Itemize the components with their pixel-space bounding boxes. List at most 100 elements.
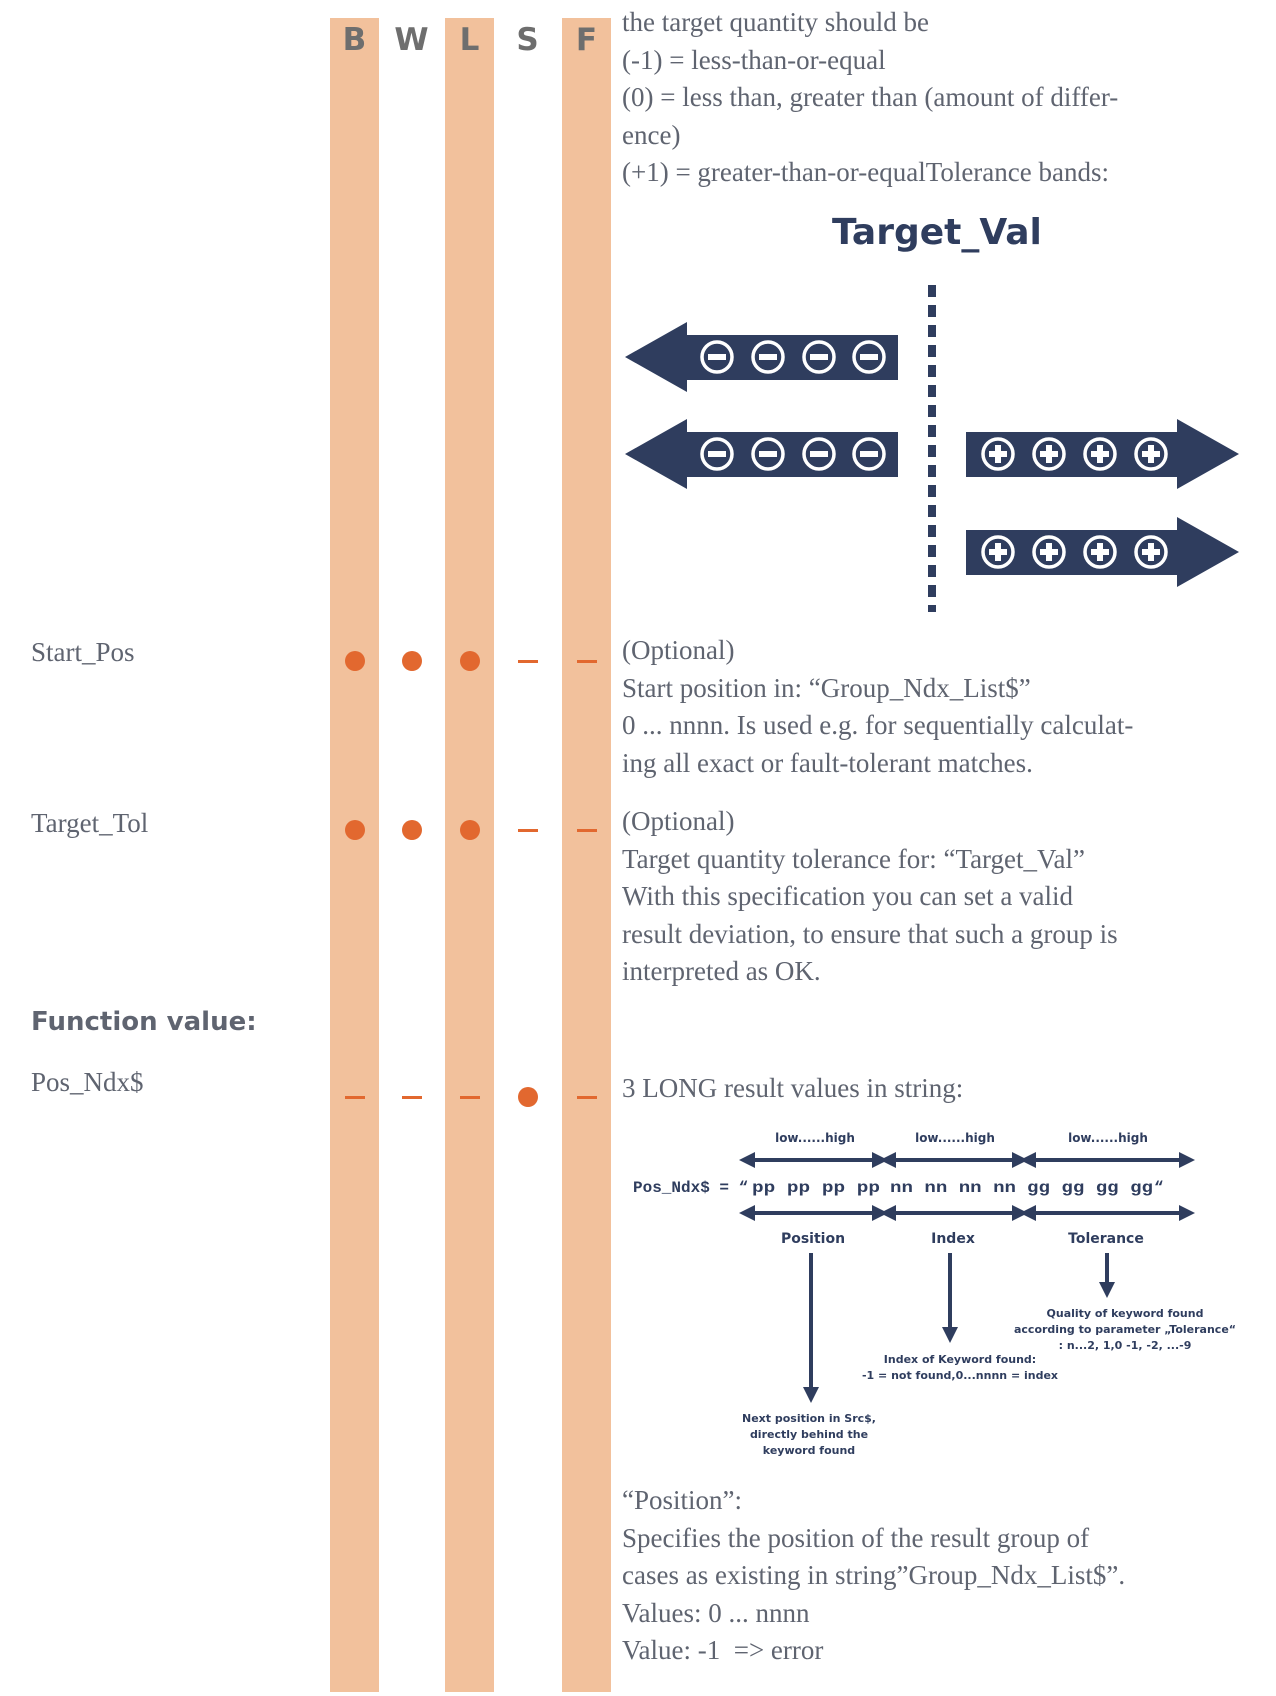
group-nn: nn nn nn nn (890, 1179, 1016, 1197)
desc-line: Values: 0 ... nnnn (622, 1597, 810, 1628)
minus-circle-icon (852, 437, 886, 471)
intro-text: the target quantity should be (-1) = les… (622, 4, 1262, 192)
desc-line: Specifies the position of the result gro… (622, 1522, 1090, 1553)
range-label-index: low......high (915, 1131, 995, 1145)
icon-bar (810, 354, 828, 360)
icon-bar (810, 451, 828, 457)
column-header-s: S (516, 22, 539, 58)
tolerance-note-line: : n...2, 1,0 -1, -2, ...-9 (1059, 1339, 1192, 1352)
minus-circle-icon (852, 340, 886, 374)
intro-line: (0) = less than, greater than (amount of… (622, 82, 1119, 112)
icon-bar (1148, 445, 1154, 463)
desc-line: interpreted as OK. (622, 956, 821, 986)
column-band-f (562, 18, 611, 1692)
index-note-line: Index of Keyword found: (884, 1353, 1036, 1366)
plus-circle-icon (1032, 437, 1066, 471)
intro-line: ence) (622, 119, 681, 150)
mark-dash (402, 1096, 422, 1099)
position-note-line: Next position in Src$, (742, 1412, 876, 1425)
icon-bar (995, 445, 1001, 463)
param-pos-ndx: Pos_Ndx$ (31, 1067, 144, 1097)
minus-icons (700, 340, 886, 471)
desc-line: With this specification you can set a va… (622, 881, 1074, 911)
range-label-position: low......high (775, 1131, 855, 1145)
group-pp: pp pp pp pp (752, 1179, 880, 1197)
icon-bar (860, 354, 878, 360)
plus-circle-icon (1083, 437, 1117, 471)
mark-dash (577, 660, 597, 663)
mark-dot (460, 820, 480, 840)
range-label-tolerance: low......high (1068, 1131, 1148, 1145)
mark-dash (518, 660, 538, 663)
start-pos-desc: (Optional) Start position in: “Group_Ndx… (622, 632, 1262, 782)
icon-bar (759, 354, 777, 360)
plus-circle-icon (1134, 535, 1168, 569)
minus-circle-icon (700, 340, 734, 374)
desc-line: Target quantity tolerance for: “Target_V… (622, 843, 1086, 874)
desc-line: cases as existing in string”Group_Ndx_Li… (622, 1560, 1126, 1590)
mark-dot (518, 1087, 538, 1107)
mark-dash (577, 1096, 597, 1099)
index-note-line: -1 = not found,0...nnnn = index (862, 1369, 1058, 1382)
icon-bar (708, 451, 726, 457)
column-header-l: L (459, 22, 480, 58)
plus-circle-icon (981, 437, 1015, 471)
position-desc: “Position”: Specifies the position of th… (622, 1482, 1262, 1670)
minus-circle-icon (802, 437, 836, 471)
desc-line: (Optional) (622, 635, 735, 665)
plus-circle-icon (1134, 437, 1168, 471)
plus-circle-icon (1083, 535, 1117, 569)
icon-bar (995, 543, 1001, 561)
label-index: Index (931, 1231, 975, 1247)
mark-dot (402, 651, 422, 671)
intro-line: the target quantity should be (622, 7, 929, 37)
position-note-line: directly behind the (750, 1428, 868, 1441)
desc-line: 0 ... nnnn. Is used e.g. for sequentiall… (622, 710, 1134, 740)
mark-dash (460, 1096, 480, 1099)
mark-dot (345, 820, 365, 840)
intro-line: (-1) = less-than-or-equal (622, 44, 886, 75)
function-value-desc: 3 LONG result values in string: (622, 1073, 964, 1103)
param-start-pos: Start_Pos (31, 637, 135, 667)
mark-dash (345, 1096, 365, 1099)
desc-line: Value: -1 => error (622, 1635, 824, 1665)
target-tol-desc: (Optional) Target quantity tolerance for… (622, 803, 1262, 991)
minus-circle-icon (751, 340, 785, 374)
mark-dash (518, 829, 538, 832)
label-tolerance: Tolerance (1068, 1231, 1144, 1247)
column-header-f: F (575, 22, 598, 58)
column-band-l (445, 18, 494, 1692)
minus-circle-icon (751, 437, 785, 471)
param-target-tol: Target_Tol (31, 808, 149, 838)
mark-dot (345, 651, 365, 671)
plus-circle-icon (981, 535, 1015, 569)
icon-bar (860, 451, 878, 457)
minus-circle-icon (802, 340, 836, 374)
icon-bar (1148, 543, 1154, 561)
icon-bar (1097, 445, 1103, 463)
icon-bar (708, 354, 726, 360)
desc-line: result deviation, to ensure that such a … (622, 918, 1118, 949)
column-header-w: W (394, 22, 429, 58)
position-note-line: keyword found (763, 1444, 855, 1457)
mark-dash (577, 829, 597, 832)
icon-bar (759, 451, 777, 457)
desc-line: Start position in: “Group_Ndx_List$” (622, 672, 1031, 703)
mark-dot (402, 820, 422, 840)
icon-bar (1046, 543, 1052, 561)
function-value-title: Function value: (31, 1007, 257, 1037)
desc-line: “Position”: (622, 1485, 742, 1515)
desc-line: (Optional) (622, 806, 735, 836)
result-suffix: “ (1154, 1179, 1164, 1197)
minus-circle-icon (700, 437, 734, 471)
mark-dot (460, 651, 480, 671)
result-prefix: Pos_Ndx$ = “ (633, 1179, 748, 1197)
group-gg: gg gg gg gg (1027, 1179, 1153, 1197)
target-val-title: Target_Val (832, 212, 1042, 253)
intro-line: (+1) = greater-than-or-equalTolerance ba… (622, 157, 1109, 187)
column-header-b: B (342, 22, 367, 58)
column-band-b (330, 18, 379, 1692)
label-position: Position (781, 1231, 845, 1247)
